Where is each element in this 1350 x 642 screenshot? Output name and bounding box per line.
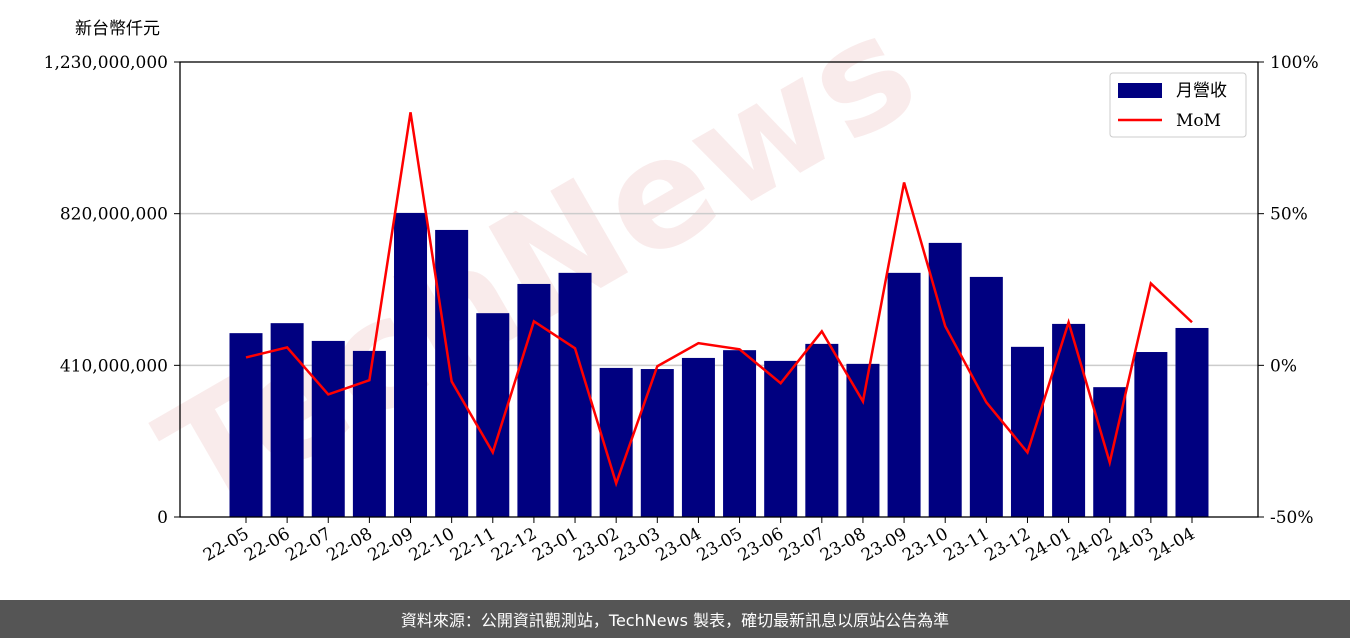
unit-label: 新台幣仟元 [75, 19, 160, 39]
bar [558, 272, 592, 517]
y2-tick-label: 0% [1270, 356, 1297, 376]
x-tick-label: 22-08 [323, 524, 375, 566]
x-tick-label: 22-07 [282, 524, 334, 566]
footer-bar [0, 600, 1350, 638]
x-tick-label: 23-04 [652, 524, 704, 566]
x-tick-label: 22-12 [488, 524, 540, 566]
y2-tick-label: 50% [1270, 205, 1308, 225]
x-tick-label: 24-03 [1105, 524, 1157, 566]
bar [681, 357, 715, 517]
x-tick-label: 24-01 [1023, 524, 1075, 566]
bar [723, 350, 757, 517]
bar [394, 212, 428, 518]
line [245, 112, 1193, 488]
bar [1093, 387, 1127, 517]
x-tick-label: 23-12 [982, 524, 1034, 566]
x-tick-label: 24-02 [1064, 524, 1116, 566]
bar [969, 276, 1003, 517]
x-tick-label: 23-01 [529, 524, 581, 566]
bar [1175, 327, 1209, 517]
bar [764, 360, 798, 517]
y-tick-label: 410,000,000 [60, 356, 168, 376]
x-tick-label: 22-11 [447, 524, 499, 566]
bar [311, 340, 345, 517]
bar [640, 369, 674, 517]
x-tick-label: 24-04 [1146, 524, 1198, 566]
legend-label: 月營收 [1176, 81, 1227, 101]
y-tick-label: 1,230,000,000 [44, 53, 168, 73]
y-tick-label: 820,000,000 [60, 205, 168, 225]
x-tick-label: 23-06 [735, 524, 787, 566]
x-tick-label: 23-10 [899, 524, 951, 566]
x-tick-label: 23-11 [940, 524, 992, 566]
x-tick-label: 23-08 [817, 524, 869, 566]
legend-label: MoM [1176, 111, 1221, 131]
bar [846, 363, 880, 517]
bar [805, 343, 839, 517]
x-tick-label: 23-07 [776, 524, 828, 566]
bar [270, 323, 304, 517]
bar [517, 283, 551, 517]
x-tick-label: 23-09 [858, 524, 910, 566]
x-tick-label: 22-09 [365, 524, 417, 566]
bar [599, 367, 633, 517]
x-tick-label: 23-03 [611, 524, 663, 566]
footer: 資料來源：公開資訊觀測站，TechNews 製表，確切最新訊息以原站公告為準 [401, 611, 949, 630]
legend-swatch [1118, 83, 1162, 98]
x-tick-label: 23-02 [570, 524, 622, 566]
bar [1010, 346, 1044, 517]
bar [1134, 352, 1168, 517]
plot-frame [179, 61, 1259, 518]
x-tick-label: 23-05 [694, 524, 746, 566]
bar [229, 333, 263, 517]
y2-tick-label: 100% [1270, 53, 1319, 73]
bar [1052, 323, 1086, 517]
y2-tick-label: -50% [1270, 508, 1314, 528]
x-tick-label: 22-10 [406, 524, 458, 566]
bar [887, 272, 921, 517]
y-tick-label: 0 [157, 508, 168, 528]
